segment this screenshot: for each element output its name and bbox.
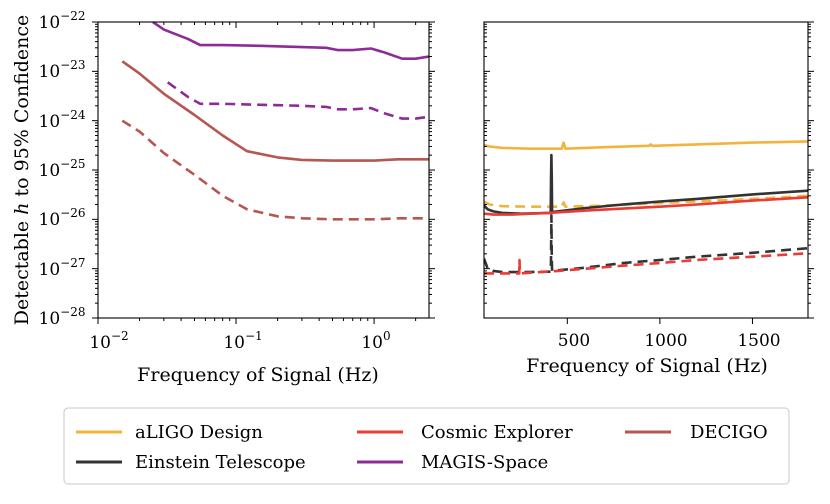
series-line-decigo [121,60,429,162]
legend-label-cosmic-explorer: Cosmic Explorer [421,422,573,443]
y-axis-label: Detectable h to 95% Confidence [11,15,33,326]
left-plot-series [121,22,429,221]
y-tick-label: 10−25 [39,157,86,181]
series-line-decigo-dashed [121,119,429,221]
x-tick-label: 10−2 [89,329,128,353]
legend-label-decigo: DECIGO [690,422,768,443]
left-axis-ticks [92,21,435,324]
x-tick-label: 500 [558,331,590,351]
x-tick-label: 100 [361,329,390,353]
y-tick-label: 10−27 [39,256,86,280]
y-tick-label: 10−23 [39,58,86,82]
right-axis-ticks [484,21,814,324]
x-tick-label: 1500 [737,331,780,351]
series-line-cosmic-explorer-dashed [484,252,808,275]
y-tick-label: 10−22 [39,9,86,33]
x-tick-label: 1000 [644,331,687,351]
left-x-axis-label: Frequency of Signal (Hz) [137,364,379,386]
legend-label-einstein-telescope: Einstein Telescope [135,452,306,473]
series-line-einstein-telescope-dashed [484,214,808,274]
right-plot-frame [483,21,809,319]
series-line-einstein-telescope [484,153,808,215]
series-line-magis-space-dashed [166,81,429,120]
legend-frame [63,407,790,485]
series-line-aligo-design-dashed [484,194,808,208]
legend: aLIGO Design Cosmic Explorer DECIGO Eins… [63,407,790,485]
y-tick-label: 10−28 [39,305,86,329]
legend-label-magis-space: MAGIS-Space [421,452,548,473]
series-line-cosmic-explorer [484,196,808,216]
series-line-aligo-design [484,140,808,150]
right-plot-series [484,140,808,275]
y-tick-label: 10−26 [39,206,86,230]
x-tick-label: 10−1 [223,329,262,353]
left-plot-frame [97,21,430,319]
series-line-magis-space [152,22,429,60]
y-tick-label: 10−24 [39,108,86,132]
right-x-axis-label: Frequency of Signal (Hz) [526,355,768,377]
legend-label-aligo: aLIGO Design [135,422,263,443]
